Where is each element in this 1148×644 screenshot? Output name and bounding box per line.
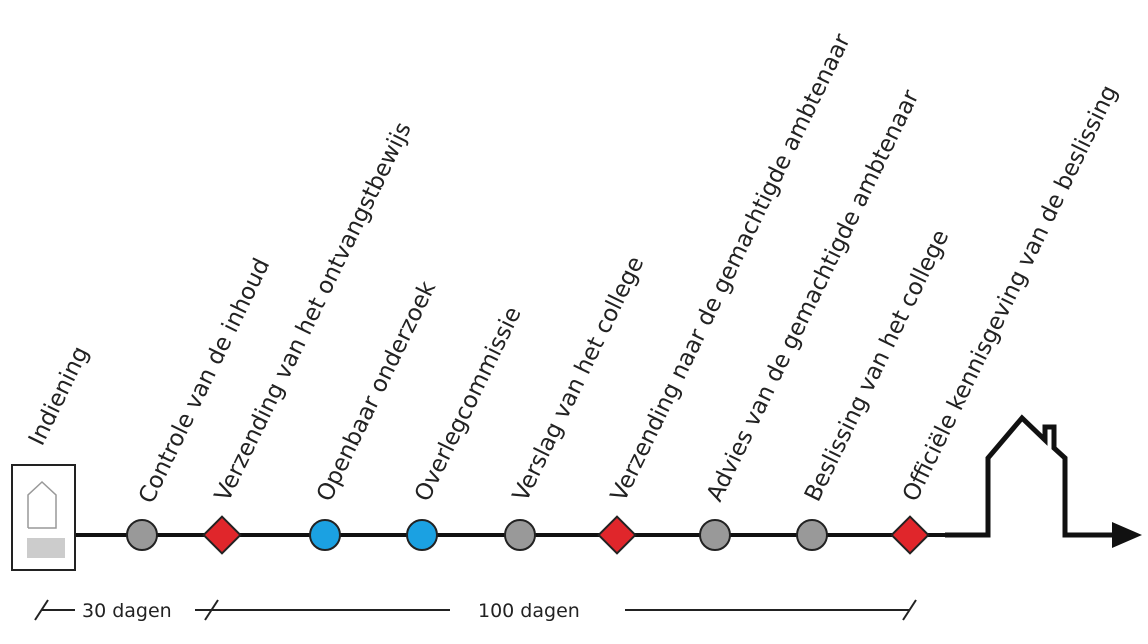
step-marker — [504, 519, 536, 551]
step-marker — [202, 515, 242, 555]
step-marker — [309, 519, 341, 551]
duration-lines — [34, 599, 917, 621]
house-outline — [945, 414, 1118, 538]
document-icon — [11, 464, 76, 571]
step-marker — [126, 519, 158, 551]
markers — [126, 515, 930, 555]
step-marker — [890, 515, 930, 555]
step-label: Indiening — [24, 342, 94, 449]
step-marker — [699, 519, 731, 551]
duration-label: 30 dagen — [82, 600, 172, 622]
arrow-head — [1112, 522, 1142, 548]
step-label: Overlegcommissie — [410, 303, 527, 506]
step-labels: Indiening Controle van de inhoudVerzendin… — [24, 30, 1123, 508]
step-marker — [597, 515, 637, 555]
step-label: Controle van de inhoud — [134, 254, 275, 507]
step-marker — [796, 519, 828, 551]
step-marker — [406, 519, 438, 551]
step-label: Officiële kennisgeving van de beslissing — [898, 81, 1123, 505]
duration-label: 100 dagen — [478, 600, 580, 622]
step-label: Advies van de gemachtigde ambtenaar — [702, 86, 925, 506]
